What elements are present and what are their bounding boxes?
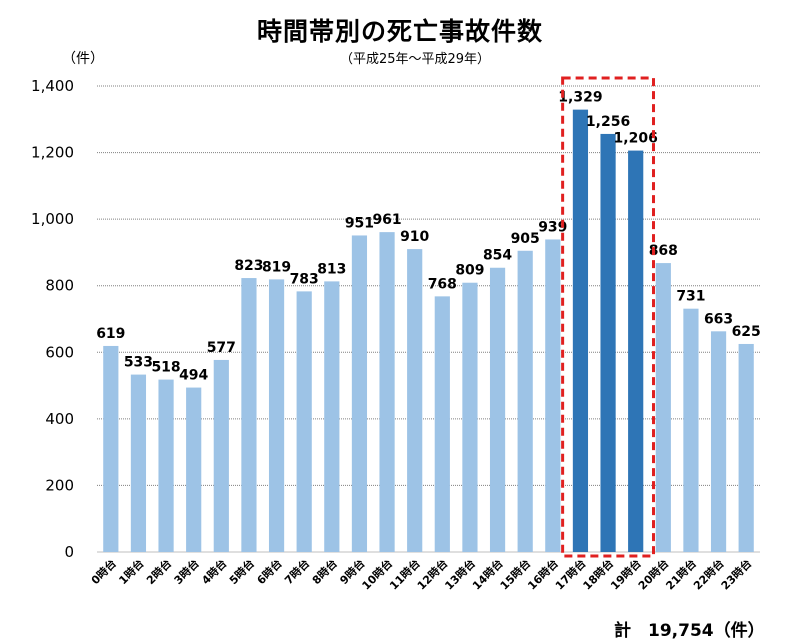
total-count-label: 計 19,754（件）	[614, 621, 765, 641]
bar	[683, 308, 699, 552]
data-label: 910	[400, 229, 429, 245]
y-tick-label: 600	[45, 343, 74, 361]
bar	[600, 133, 616, 552]
data-label: 768	[428, 276, 457, 292]
y-tick-label: 400	[45, 410, 74, 428]
data-label: 1,329	[558, 90, 602, 106]
bar	[517, 250, 533, 552]
bar	[186, 387, 202, 552]
category-label: 7時台	[281, 556, 312, 587]
data-label: 494	[179, 368, 208, 384]
bar	[545, 239, 561, 552]
chart-title: 時間帯別の死亡事故件数	[256, 17, 543, 46]
y-axis-unit-label: （件）	[62, 51, 104, 67]
data-label: 951	[345, 215, 374, 231]
bar	[241, 278, 257, 552]
data-label: 823	[234, 258, 263, 274]
bar	[572, 109, 589, 552]
category-label: 6時台	[254, 556, 285, 587]
bar	[130, 374, 147, 552]
data-label: 819	[262, 259, 291, 275]
highlight-box	[561, 76, 655, 558]
data-label: 813	[317, 261, 346, 277]
bar	[628, 150, 644, 552]
bar	[268, 279, 285, 552]
category-label: 1時台	[116, 556, 147, 587]
y-tick-label: 800	[45, 277, 74, 295]
data-label: 577	[207, 340, 236, 356]
bar	[434, 296, 450, 552]
bar	[213, 359, 229, 552]
category-label: 2時台	[143, 556, 174, 587]
data-label: 619	[96, 326, 125, 342]
data-label: 905	[511, 231, 540, 247]
data-label: 1,256	[586, 114, 630, 130]
bar	[710, 331, 727, 552]
y-tick-label: 200	[45, 476, 74, 494]
bar	[489, 267, 506, 552]
y-tick-label: 1,200	[31, 144, 74, 162]
bar	[158, 379, 174, 552]
data-label: 809	[455, 263, 484, 279]
bar	[407, 249, 423, 552]
bar	[462, 282, 478, 552]
bar	[103, 345, 119, 552]
data-label: 1,206	[614, 131, 658, 147]
bar	[738, 343, 754, 552]
category-label: 3時台	[171, 556, 202, 587]
bar	[296, 291, 312, 552]
bar	[379, 232, 395, 553]
bar	[351, 235, 368, 552]
category-label: 0時台	[88, 556, 119, 587]
bar	[655, 263, 671, 552]
y-tick-label: 1,000	[31, 210, 74, 228]
data-label: 663	[704, 311, 733, 327]
data-label: 625	[732, 324, 761, 340]
data-label: 939	[538, 219, 567, 235]
data-label: 518	[151, 360, 180, 376]
data-label: 961	[372, 212, 401, 228]
data-label: 783	[290, 271, 319, 287]
data-label: 868	[649, 243, 678, 259]
category-label: 8時台	[309, 556, 340, 587]
data-label: 854	[483, 248, 512, 264]
y-tick-label: 0	[64, 543, 74, 561]
category-label: 4時台	[199, 556, 230, 587]
chart-subtitle: （平成25年～平成29年）	[339, 52, 491, 67]
y-tick-label: 1,400	[31, 77, 74, 95]
data-label: 533	[124, 355, 153, 371]
bar	[324, 281, 340, 552]
data-label: 731	[676, 289, 705, 305]
category-label: 23時台	[718, 556, 754, 592]
category-label: 5時台	[226, 556, 257, 587]
